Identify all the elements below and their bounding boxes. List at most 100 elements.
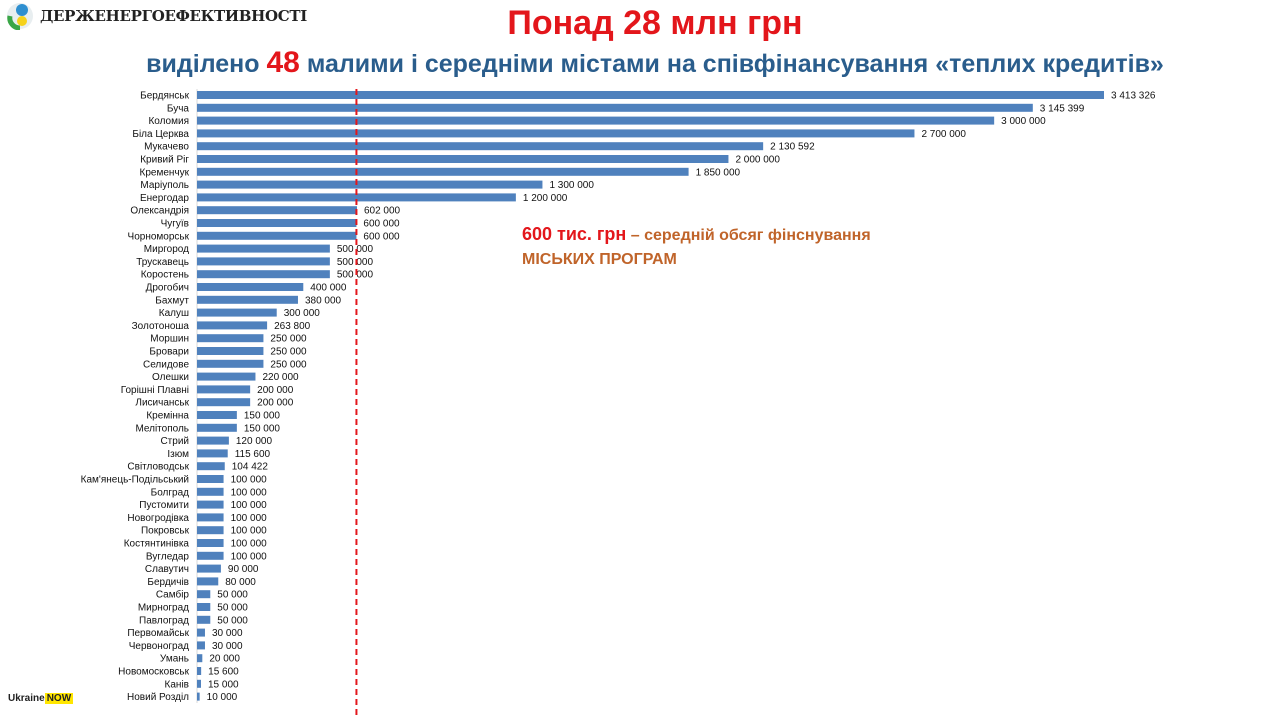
category-label: Новомосковськ [118, 667, 189, 678]
data-label: 100 000 [231, 487, 268, 498]
category-label: Бахмут [155, 295, 189, 306]
category-label: Маріуполь [140, 180, 189, 191]
bar [197, 641, 205, 650]
bar [197, 487, 224, 496]
bar [197, 411, 237, 419]
category-label: Селидове [143, 359, 189, 370]
category-label: Мукачево [144, 142, 189, 153]
bar [197, 270, 330, 279]
bar [197, 116, 995, 125]
data-label: 600 000 [363, 219, 400, 230]
data-label: 250 000 [270, 347, 307, 358]
data-label: 150 000 [244, 423, 281, 434]
data-label: 150 000 [244, 411, 281, 422]
page-title: Понад 28 млн грн [507, 4, 803, 42]
bar [197, 551, 224, 560]
category-label: Чорноморськ [128, 231, 190, 242]
bar [197, 142, 764, 151]
bar [197, 347, 264, 355]
category-label: Буча [167, 103, 190, 114]
logo-icon [7, 3, 33, 30]
category-label: Новогродівка [127, 513, 189, 524]
bar [197, 219, 357, 227]
bar [197, 449, 228, 458]
data-label: 380 000 [305, 295, 342, 306]
subtitle-number: 48 [266, 46, 300, 79]
bar [197, 372, 256, 381]
category-label: Олешки [152, 372, 189, 383]
category-label: Біла Церква [132, 129, 189, 140]
data-label: 100 000 [231, 526, 268, 537]
average-text-2: МІСЬКИХ ПРОГРАМ [522, 251, 677, 268]
data-label: 100 000 [231, 475, 268, 486]
data-label: 400 000 [310, 283, 347, 294]
data-label: 1 300 000 [549, 180, 594, 191]
category-label: Канів [165, 679, 189, 690]
bar [197, 129, 915, 138]
data-label: 2 000 000 [735, 155, 780, 166]
bar [197, 334, 264, 343]
category-label: Бердичів [147, 577, 189, 588]
bar [197, 167, 689, 176]
bar [197, 231, 357, 240]
category-label: Умань [160, 654, 189, 665]
average-text: – середній обсяг фінснування [630, 227, 871, 244]
bar [197, 679, 201, 688]
data-label: 120 000 [236, 436, 273, 447]
data-label: 2 130 592 [770, 142, 815, 153]
data-label: 500 000 [337, 270, 374, 281]
category-label: Бровари [149, 347, 189, 358]
bar [197, 577, 219, 586]
category-label: Славутич [145, 564, 189, 575]
data-label: 115 600 [235, 449, 271, 460]
category-label: Лисичанськ [135, 398, 189, 409]
bar [197, 103, 1033, 112]
data-label: 1 850 000 [696, 167, 741, 178]
data-label: 200 000 [257, 385, 294, 396]
data-label: 100 000 [231, 539, 268, 550]
bar [197, 526, 224, 535]
category-label: Мелітополь [135, 423, 189, 434]
bar [197, 359, 264, 368]
data-label: 602 000 [364, 206, 401, 217]
category-label: Покровськ [141, 526, 190, 537]
data-label: 500 000 [337, 244, 374, 255]
category-label: Ізюм [167, 449, 189, 460]
bar [197, 283, 304, 291]
bar [197, 539, 224, 547]
bar [197, 564, 221, 573]
subtitle-pre: виділено [146, 50, 260, 78]
category-label: Енергодар [140, 193, 189, 204]
average-amount: 600 тис. грн [522, 224, 627, 244]
bar [197, 500, 224, 509]
bar [197, 257, 330, 266]
data-label: 200 000 [257, 398, 294, 409]
bar [197, 462, 225, 471]
data-label: 20 000 [209, 654, 240, 665]
category-label: Калуш [159, 308, 189, 319]
org-name: ДЕРЖЕНЕРГОЕФЕКТИВНОСТІ [40, 7, 307, 25]
data-label: 2 700 000 [921, 129, 966, 140]
data-label: 3 145 399 [1040, 103, 1085, 114]
data-label: 50 000 [217, 603, 248, 614]
bar [197, 398, 251, 407]
data-label: 50 000 [217, 590, 248, 601]
data-label: 50 000 [217, 615, 248, 626]
category-label: Кремінна [146, 411, 189, 422]
data-label: 1 200 000 [523, 193, 568, 204]
bar [197, 628, 205, 637]
bar [197, 180, 543, 189]
category-label: Світловодськ [127, 462, 189, 473]
bar [197, 654, 203, 663]
data-label: 100 000 [231, 551, 268, 562]
bar [197, 615, 211, 624]
data-label: 15 600 [208, 667, 239, 678]
bar [197, 385, 251, 394]
category-label: Первомайськ [127, 628, 189, 639]
category-label: Моршин [150, 334, 189, 345]
data-label: 30 000 [212, 628, 243, 639]
org-logo: ДЕРЖЕНЕРГОЕФЕКТИВНОСТІ [6, 2, 307, 30]
data-label: 220 000 [262, 372, 299, 383]
category-label: Новий Розділ [127, 692, 189, 703]
bar [197, 91, 1104, 99]
